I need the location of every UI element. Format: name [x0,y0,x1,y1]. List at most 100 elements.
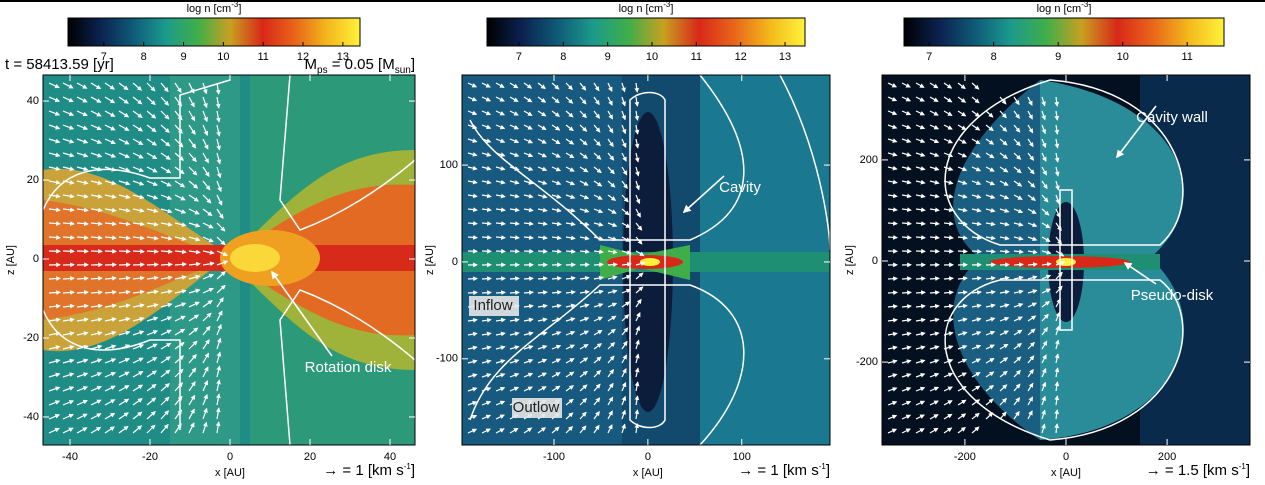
y-tick-label: -20 [23,332,39,344]
velocity-arrow [510,278,519,279]
colorbar-tick-label: 9 [1055,51,1061,63]
colorbar-tick-label: 8 [560,51,566,63]
y-tick-label: -40 [23,411,39,423]
velocity-arrow [930,292,939,293]
time-label: t = 58413.59 [yr] [5,56,114,73]
colorbar-label-part: log n [cm [187,3,232,15]
velocity-arrow [49,292,60,293]
velocity-arrow [916,237,925,238]
colorbar [487,18,805,46]
velocity-arrow [510,292,519,293]
velocity-arrow [468,237,477,238]
y-tick-label: 20 [27,174,39,186]
x-axis-label: x [AU] [1051,467,1081,479]
density-map [882,75,1250,445]
colorbar-label: log n [cm-3] [619,0,674,15]
velocity-arrow [49,237,60,238]
x-tick-label: -40 [62,451,78,463]
colorbar-tick-label: 11 [1182,51,1193,63]
colorbar-label: log n [cm-3] [1037,0,1092,15]
velocity-arrow [63,278,74,279]
vector-key: → = 1 [km s-1] [323,462,415,479]
velocity-arrow [119,251,130,252]
x-axis-label: x [AU] [215,467,245,479]
colorbar-label: log n [cm-3] [187,0,242,15]
velocity-arrow [944,278,953,279]
velocity-arrow [524,292,533,293]
velocity-arrow [482,292,491,293]
colorbar-tick-label: 10 [1117,51,1129,63]
velocity-arrow [972,251,981,252]
y-tick-label: 40 [27,95,39,107]
annotation: Rotation disk [305,359,392,376]
velocity-arrow [133,264,144,265]
velocity-arrow [1028,264,1037,265]
colorbar-tick-label: 9 [180,51,186,63]
velocity-arrow [49,223,60,224]
velocity-arrow [916,292,925,293]
vector-key: → = 1.5 [km s-1] [1146,462,1250,479]
velocity-arrow [496,237,505,238]
velocity-arrow [524,278,533,279]
figure: log n [cm-3] 7 8 9 10 11 12 13 -40 -20 0 20 40 -40 -20… [0,0,1265,485]
density-map [43,75,415,445]
x-tick-label: 0 [227,451,233,463]
vector-key-part: ] [411,462,415,479]
mass-label: Mps = 0.05 [Msun] [305,56,415,76]
velocity-arrow [888,237,897,238]
density-feature [1056,258,1076,266]
x-axis-label: x [AU] [633,467,663,479]
colorbar [904,18,1224,46]
velocity-arrow [161,264,172,265]
y-tick-label: 0 [452,256,458,268]
velocity-arrow [538,251,547,252]
velocity-arrow [49,278,60,279]
x-tick-label: -20 [142,451,158,463]
velocity-arrow [482,223,491,224]
colorbar-tick-label: 8 [991,51,997,63]
velocity-arrow [902,292,911,293]
velocity-arrow [77,278,88,279]
velocity-arrow [902,237,911,238]
velocity-arrow [902,278,911,279]
colorbar-tick-label: 10 [217,51,229,63]
velocity-arrow [888,223,897,224]
colorbar-tick-label: 11 [691,51,702,63]
vector-key-part: ] [1246,462,1250,479]
velocity-arrow [524,251,533,252]
colorbar-label-part: ] [1088,3,1091,15]
velocity-arrow [986,251,995,252]
velocity-arrow [958,251,967,252]
colorbar-tick-label: 7 [926,51,932,63]
velocity-arrow [147,251,158,252]
density-map [462,75,830,445]
mass-label-part: M [305,56,318,73]
colorbar-label-part: ] [670,3,673,15]
velocity-arrow [594,264,603,265]
velocity-arrow [916,223,925,224]
velocity-arrow [944,292,953,293]
velocity-arrow [468,278,477,279]
y-tick-label: 0 [872,255,878,267]
x-tick-label: -100 [543,451,565,463]
velocity-arrow [63,237,74,238]
vector-key-part: → = 1.5 [km s [1146,462,1239,479]
x-tick-label: 0 [645,451,651,463]
velocity-arrow [902,223,911,224]
annotation: Outlow [513,399,560,416]
y-axis-label: z [AU] [844,245,856,275]
mass-label-part: = 0.05 [M [328,56,395,73]
velocity-arrow [552,251,561,252]
velocity-arrow [482,237,491,238]
velocity-arrow [63,292,74,293]
velocity-arrow [133,251,144,252]
colorbar-tick-label: 10 [646,51,658,63]
velocity-arrow [888,278,897,279]
colorbar-tick-label: 12 [735,51,747,63]
velocity-arrow [930,278,939,279]
colorbar-tick-label: 13 [779,51,791,63]
y-axis-label: z [AU] [424,245,436,275]
mass-label-part: ] [411,56,415,73]
velocity-arrow [916,278,925,279]
density-feature [230,244,280,272]
